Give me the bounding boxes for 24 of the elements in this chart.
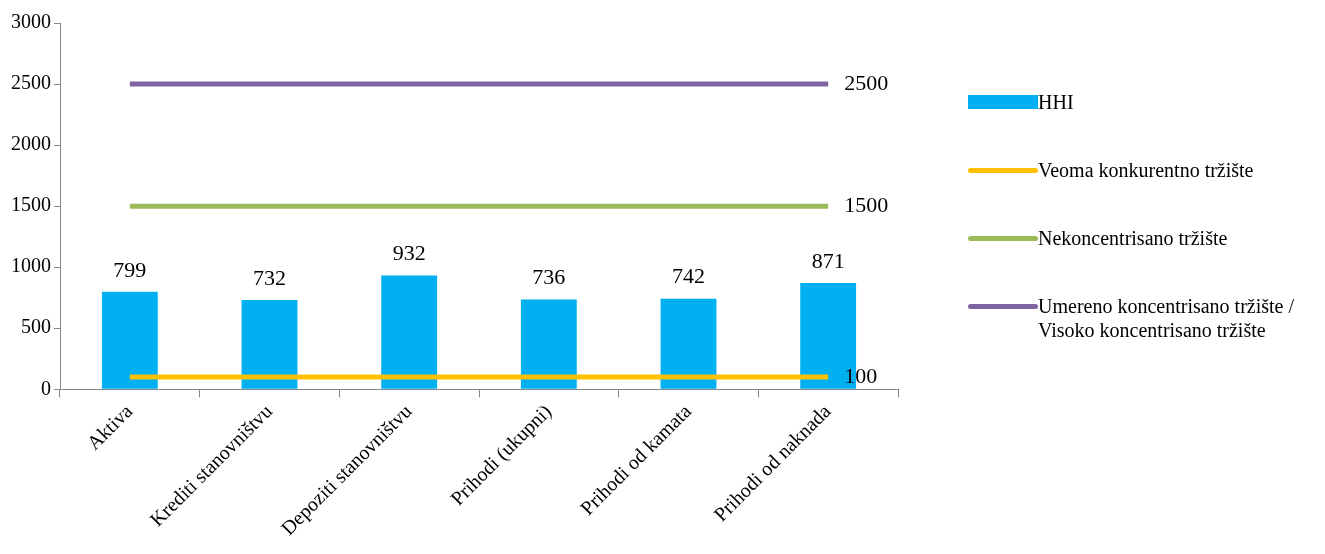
y-tick-label: 2500 [11,71,51,94]
y-tick-label: 500 [21,315,51,338]
y-tick-label: 2000 [11,132,51,155]
legend-label: Veoma konkurentno tržište [1038,158,1254,182]
data-label: 871 [811,247,845,273]
y-tick-label: 1500 [11,193,51,216]
bar [381,275,438,389]
data-label: 932 [392,240,426,266]
bar [520,299,577,389]
bar [101,291,158,389]
data-label: 799 [113,256,147,282]
data-label: 2500 [844,69,889,95]
legend-label: Umereno koncentrisano tržište / Visoko koncentrisano tržište [1038,294,1296,342]
y-tick-label: 1000 [11,254,51,277]
data-label: 732 [253,264,286,290]
y-tick-label: 0 [41,376,51,399]
legend-label: Nekoncentrisano tržište [1038,226,1228,250]
legend-label: HHI [1038,90,1074,114]
y-tick-label: 3000 [11,10,51,33]
data-label: 742 [672,263,705,289]
data-label: 1500 [844,191,889,217]
bar [660,298,717,389]
data-label: 736 [532,264,566,290]
bar [241,299,298,389]
